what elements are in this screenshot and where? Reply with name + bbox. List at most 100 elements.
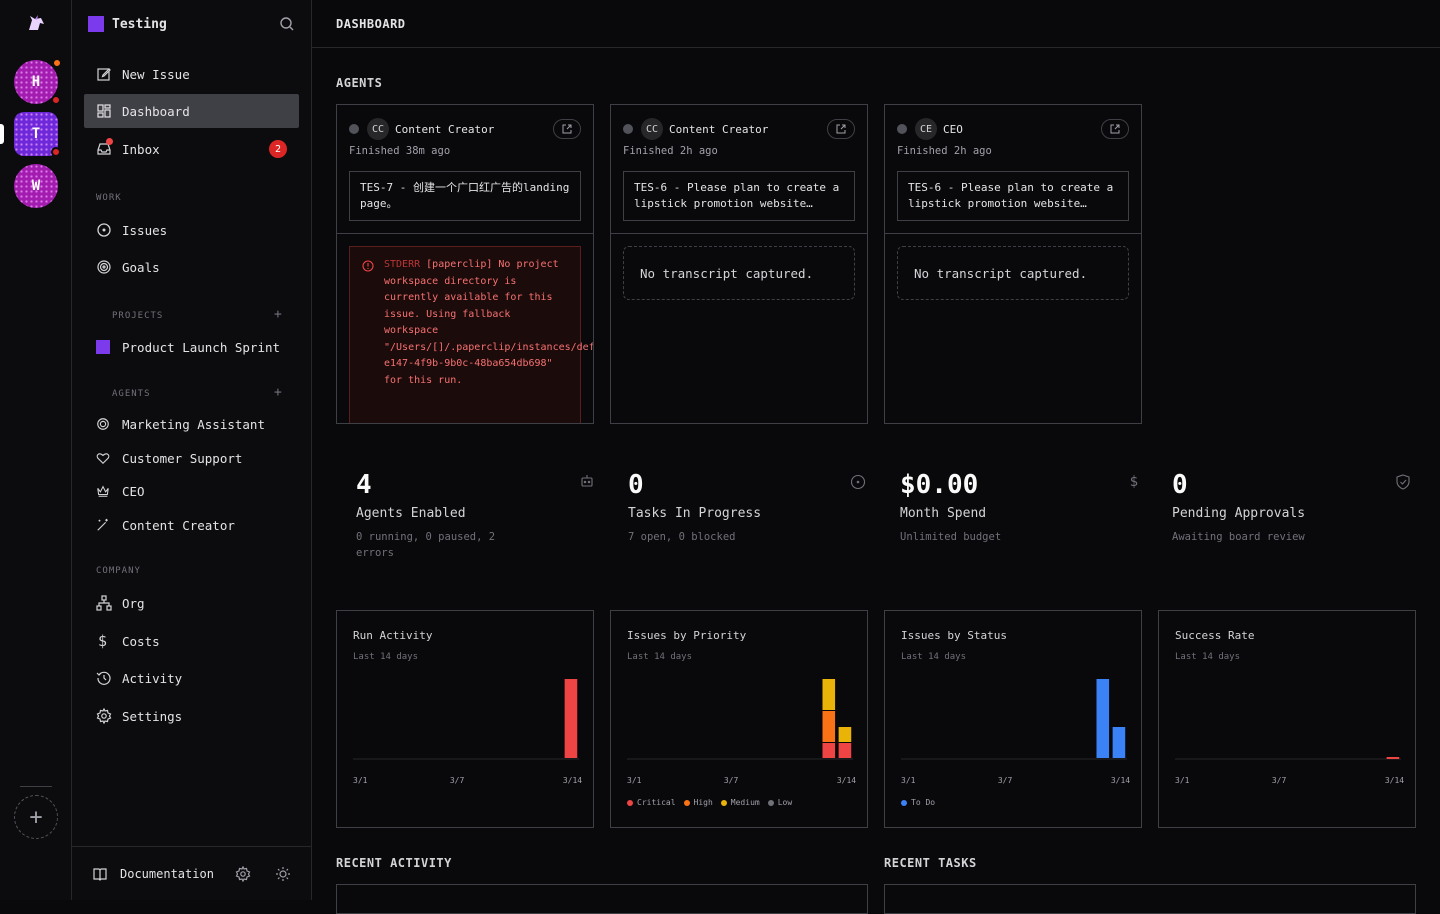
plus-icon: +	[29, 804, 43, 830]
status-dot	[897, 124, 907, 134]
chart-success-rate: 3/1 3/7 3/14 Success Rate Last 14 days	[1158, 610, 1416, 828]
company-name[interactable]: Testing	[112, 16, 167, 32]
chart-tick-label: 3/1	[901, 776, 916, 785]
chart-bar[interactable]	[822, 679, 836, 710]
add-agent-plus-icon[interactable]: +	[274, 385, 282, 400]
circle-dot-icon	[96, 222, 114, 238]
page-title: DASHBOARD	[312, 0, 1440, 48]
target-icon	[96, 259, 114, 275]
workspace-avatar-h[interactable]: H	[14, 58, 62, 105]
legend-item: Critical	[627, 798, 676, 807]
gear-icon	[96, 708, 114, 724]
magic-wand-icon	[96, 518, 114, 532]
work-section-label: WORK	[96, 193, 122, 203]
sidebar-item-costs[interactable]: $ Costs	[84, 624, 299, 658]
stat-tasks-in-progress[interactable]: 0 Tasks In Progress 7 open, 0 blocked	[628, 470, 878, 570]
stat-value: 4	[356, 470, 372, 500]
sidebar-item-marketing-assistant[interactable]: Marketing Assistant	[84, 407, 299, 441]
chart-title: Success Rate	[1175, 629, 1255, 642]
sidebar-item-content-creator[interactable]: Content Creator	[84, 508, 299, 542]
sidebar-item-activity[interactable]: Activity	[84, 661, 299, 695]
project-label: Product Launch Sprint	[122, 339, 281, 355]
chart-bar[interactable]	[822, 711, 836, 742]
card-divider	[337, 233, 593, 234]
sun-icon[interactable]	[275, 866, 291, 882]
sidebar-item-ceo[interactable]: CEO	[84, 474, 299, 508]
chart-bar[interactable]	[564, 679, 578, 758]
chart-subtitle: Last 14 days	[901, 652, 967, 662]
projects-section-label: PROJECTS	[112, 311, 164, 321]
search-icon[interactable]	[279, 16, 295, 32]
recent-activity-list	[336, 884, 868, 914]
run-task-link[interactable]: TES-7 - 创建一个广口红广告的landing page。	[349, 171, 581, 221]
sidebar-item-org[interactable]: Org	[84, 586, 299, 620]
new-issue-button[interactable]: New Issue	[84, 57, 299, 91]
workspace-avatar-t[interactable]: T	[14, 112, 61, 157]
documentation-link[interactable]: Documentation	[120, 866, 214, 881]
alert-circle-icon	[362, 260, 374, 272]
stat-pending-approvals[interactable]: 0 Pending Approvals Awaiting board revie…	[1172, 470, 1422, 570]
transcript-placeholder: No transcript captured.	[623, 246, 855, 300]
chart-subtitle: Last 14 days	[627, 652, 693, 662]
stat-label: Agents Enabled	[356, 506, 466, 521]
run-finished-time: Finished 2h ago	[623, 145, 718, 157]
costs-label: Costs	[122, 633, 160, 649]
add-workspace-button[interactable]: +	[14, 795, 58, 839]
workspace-avatar-w[interactable]: W	[14, 164, 58, 208]
chart-issues-by-status: 3/1 3/7 3/14 Issues by Status Last 14 days…	[884, 610, 1142, 828]
activity-label: Activity	[122, 670, 183, 686]
unicorn-logo-icon[interactable]	[26, 14, 46, 32]
error-dot	[51, 147, 61, 157]
run-task-link[interactable]: TES-6 - Please plan to create a lipstick…	[897, 171, 1129, 221]
stderr-label: STDERR	[384, 259, 421, 270]
active-workspace-indicator	[0, 124, 4, 144]
agent-run-card[interactable]: CE CEO Finished 2h ago TES-6 - Please pla…	[884, 104, 1142, 424]
chart-bar[interactable]	[1386, 757, 1400, 759]
chart-run-activity: 3/1 3/7 3/14 Run Activity Last 14 days	[336, 610, 594, 828]
chart-bar[interactable]	[1096, 679, 1110, 758]
stat-agents-enabled[interactable]: 4 Agents Enabled 0 running, 0 paused, 2 …	[356, 470, 606, 570]
stderr-output: STDERR [paperclip] No project workspace …	[349, 246, 593, 423]
chart-bar[interactable]	[822, 743, 836, 758]
agent-name: Content Creator	[669, 122, 769, 136]
sidebar: Testing New Issue Dashboard Inbox 2 WORK…	[72, 0, 312, 900]
legend-label: Low	[777, 798, 793, 807]
company-color-swatch	[88, 16, 104, 32]
stat-subtext: Awaiting board review	[1172, 531, 1305, 543]
stat-month-spend[interactable]: $0.00 Month Spend Unlimited budget $	[900, 470, 1150, 570]
sidebar-item-customer-support[interactable]: Customer Support	[84, 441, 299, 475]
chart-tick-label: 3/7	[724, 776, 739, 785]
add-project-plus-icon[interactable]: +	[274, 307, 282, 322]
chart-tick-label: 3/7	[450, 776, 465, 785]
chart-bar[interactable]	[838, 743, 852, 758]
sidebar-item-dashboard[interactable]: Dashboard	[84, 94, 299, 128]
legend-label: Medium	[730, 798, 760, 807]
chart-title: Issues by Priority	[627, 629, 747, 642]
stat-value: $0.00	[900, 470, 979, 500]
sidebar-item-settings[interactable]: Settings	[84, 699, 299, 733]
run-task-link[interactable]: TES-6 - Please plan to create a lipstick…	[623, 171, 855, 221]
card-divider	[611, 233, 867, 234]
workspace-rail: H T W +	[0, 0, 72, 900]
customer-support-label: Customer Support	[122, 450, 243, 466]
chart-bar[interactable]	[838, 727, 852, 742]
open-external-button[interactable]	[827, 119, 855, 139]
sidebar-item-project[interactable]: Product Launch Sprint	[84, 330, 299, 364]
inbox-count-badge: 2	[269, 140, 287, 158]
crown-icon	[96, 484, 114, 498]
chart-legend: To Do	[901, 798, 935, 807]
stat-subtext: 7 open, 0 blocked	[628, 531, 736, 543]
open-external-button[interactable]	[1101, 119, 1129, 139]
legend-item: Medium	[720, 798, 760, 807]
sidebar-item-goals[interactable]: Goals	[84, 250, 299, 284]
agent-run-card[interactable]: CC Content Creator Finished 2h ago TES-6 …	[610, 104, 868, 424]
agent-run-card[interactable]: CC Content Creator Finished 38m ago TES-7…	[336, 104, 594, 424]
chart-bar[interactable]	[1112, 727, 1126, 758]
gear-icon[interactable]	[235, 865, 251, 882]
sidebar-item-issues[interactable]: Issues	[84, 213, 299, 247]
open-external-button[interactable]	[553, 119, 581, 139]
legend-label: To Do	[911, 798, 936, 807]
sidebar-item-inbox[interactable]: Inbox 2	[84, 132, 299, 166]
transcript-placeholder: No transcript captured.	[897, 246, 1129, 300]
ceo-label: CEO	[122, 483, 145, 499]
